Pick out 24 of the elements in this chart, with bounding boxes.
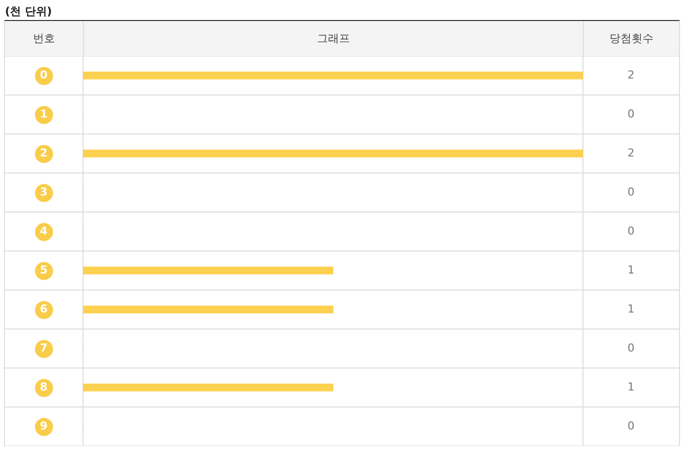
data-label: 2	[628, 146, 634, 160]
data-label: 1	[628, 302, 634, 316]
y-tick-label: 4	[40, 224, 48, 238]
y-tick-label: 2	[40, 146, 48, 160]
y-axis-title: 번호	[33, 32, 55, 45]
data-label: 0	[628, 341, 634, 354]
data-label: 1	[628, 380, 634, 394]
y-tick-label: 0	[40, 68, 48, 82]
y-tick-label: 9	[40, 419, 48, 432]
y-tick-label: 7	[40, 341, 48, 354]
y-tick-label: 6	[40, 302, 48, 316]
data-label: 0	[628, 419, 634, 432]
data-label: 0	[628, 185, 634, 198]
data-label: 0	[628, 224, 634, 238]
y-tick-label: 1	[40, 107, 48, 120]
data-label: 0	[628, 107, 634, 120]
y-tick-label: 5	[40, 263, 48, 276]
x-axis-title: 그래프	[317, 32, 350, 45]
data-label: 2	[628, 68, 634, 82]
y-tick-label: 8	[40, 380, 48, 394]
y-tick-label: 3	[40, 185, 48, 198]
text: 당첨횟수	[610, 32, 654, 45]
chart-title: (천 단위)	[5, 4, 52, 19]
data-label: 1	[628, 263, 634, 276]
